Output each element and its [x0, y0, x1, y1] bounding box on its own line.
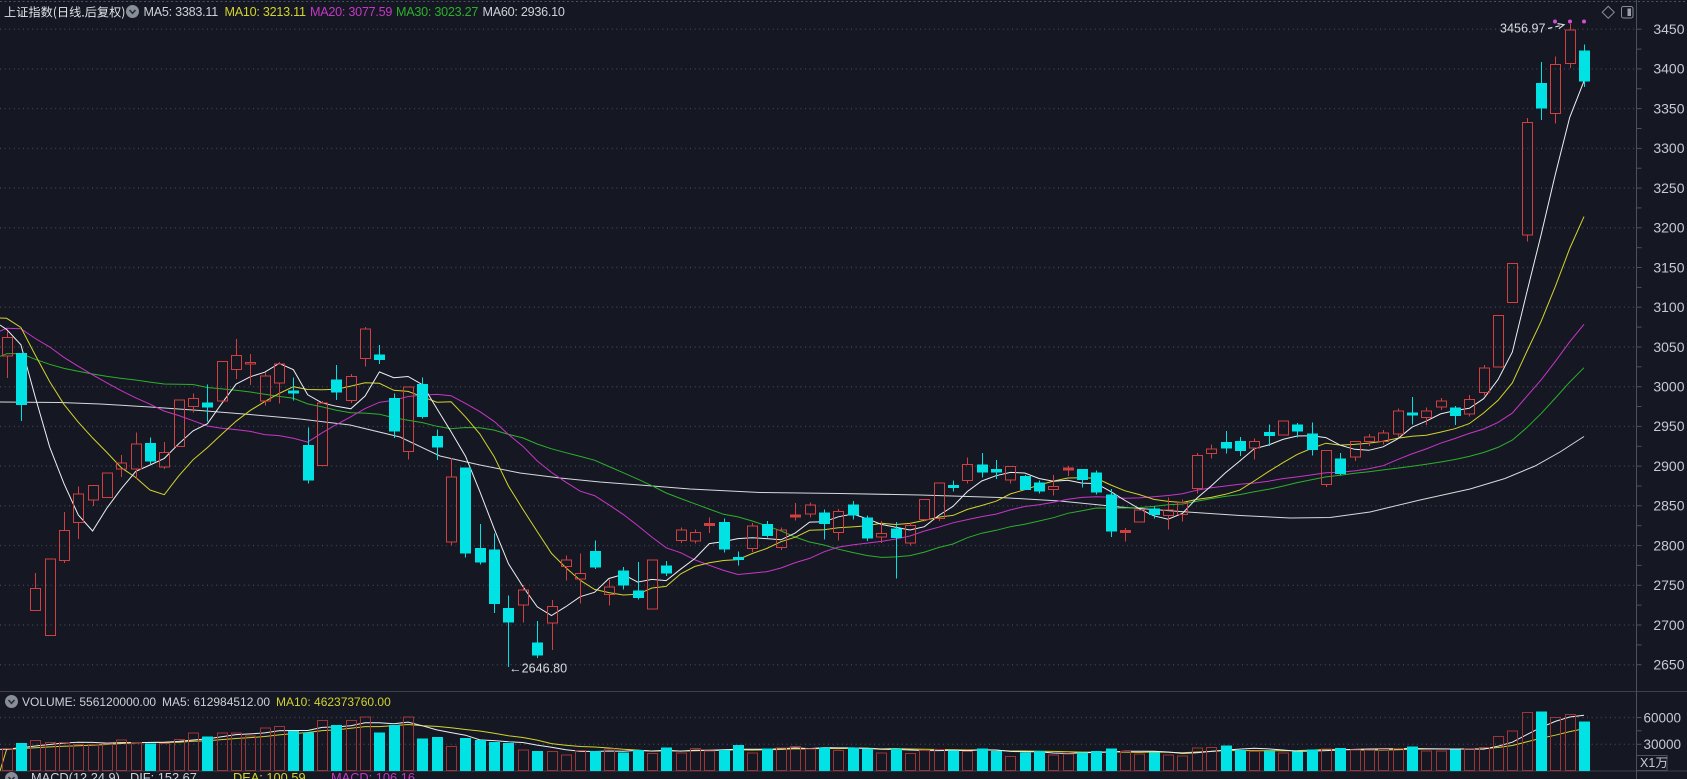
svg-text:MACD: 106.16: MACD: 106.16: [331, 770, 415, 779]
svg-text:3300: 3300: [1653, 140, 1684, 156]
svg-text:MA10: 462373760.00: MA10: 462373760.00: [276, 695, 391, 709]
svg-text:3400: 3400: [1653, 61, 1684, 77]
svg-text:3250: 3250: [1653, 180, 1684, 196]
svg-text:3200: 3200: [1653, 220, 1684, 236]
svg-text:3450: 3450: [1653, 21, 1684, 37]
svg-text:MA10: 3213.11: MA10: 3213.11: [225, 5, 306, 19]
svg-text:DIF: 152.67: DIF: 152.67: [130, 770, 197, 779]
svg-text:3050: 3050: [1653, 339, 1684, 355]
svg-text:VOLUME: 556120000.00: VOLUME: 556120000.00: [22, 695, 156, 709]
svg-text:X1: X1: [1640, 756, 1655, 770]
svg-text:DEA: 100.59: DEA: 100.59: [233, 770, 306, 779]
svg-text:MACD(12,24,9): MACD(12,24,9): [31, 770, 120, 779]
svg-text:60000: 60000: [1643, 710, 1681, 725]
svg-text:30000: 30000: [1643, 737, 1681, 752]
svg-text:3350: 3350: [1653, 100, 1684, 116]
svg-text:3150: 3150: [1653, 259, 1684, 275]
svg-text:3000: 3000: [1653, 379, 1684, 395]
svg-text:MA5: 612984512.00: MA5: 612984512.00: [162, 695, 270, 709]
svg-text:2900: 2900: [1653, 458, 1684, 474]
svg-text:2850: 2850: [1653, 498, 1684, 514]
svg-text:MA30: 3023.27: MA30: 3023.27: [396, 5, 478, 19]
svg-text:MA20: 3077.59: MA20: 3077.59: [310, 5, 392, 19]
svg-text:2750: 2750: [1653, 577, 1684, 593]
svg-text:2800: 2800: [1653, 537, 1684, 553]
svg-text:MA5: 3383.11: MA5: 3383.11: [144, 5, 219, 19]
svg-text:3100: 3100: [1653, 299, 1684, 315]
svg-text:2650: 2650: [1653, 657, 1684, 673]
svg-text:3456.97: 3456.97: [1500, 22, 1546, 36]
svg-text:←2646.80: ←2646.80: [509, 662, 567, 676]
svg-text:MA60: 2936.10: MA60: 2936.10: [483, 5, 565, 19]
svg-text:2950: 2950: [1653, 418, 1684, 434]
svg-text:2700: 2700: [1653, 617, 1684, 633]
